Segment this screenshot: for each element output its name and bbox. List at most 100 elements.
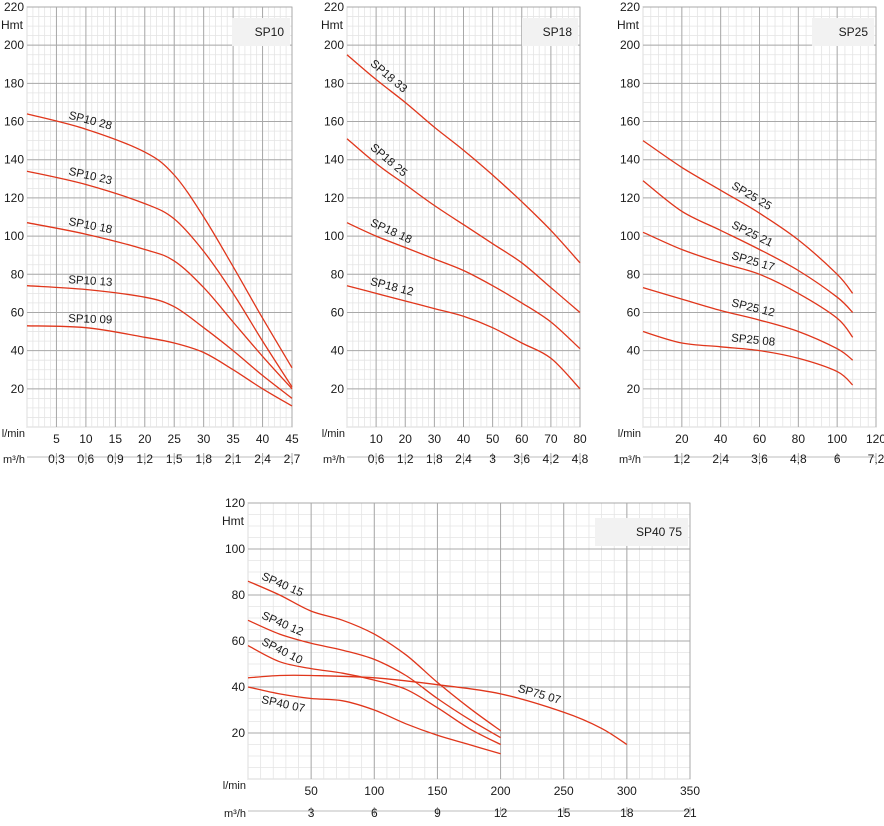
y-tick-label: 40 [11, 344, 25, 358]
x2-tick-label: 12 [494, 806, 508, 820]
y-tick-label: 20 [232, 726, 246, 740]
y-tick-label: 40 [331, 344, 345, 358]
chart-panel-3: SP40 75 20 40 60 80 100 120 Hmt 50 100 150 200 250 30… [222, 496, 700, 820]
x2-tick-label: 9 [434, 806, 441, 820]
x2-tick-label: 1,2 [136, 452, 153, 466]
x-tick-label: 350 [680, 784, 700, 798]
x2-tick-label: 2,4 [455, 452, 472, 466]
y-tick-label: 80 [627, 267, 641, 281]
x2-axis-label: m³/h [619, 454, 641, 466]
series-line [642, 140, 854, 294]
x2-tick-label: 2,7 [284, 452, 301, 466]
y-tick-label: 40 [627, 344, 641, 358]
x2-tick-label: 1,8 [426, 452, 443, 466]
x2-tick-label: 3,6 [751, 452, 768, 466]
x-tick-label: 80 [573, 432, 587, 446]
x2-axis-label: m³/h [3, 454, 25, 466]
y-tick-label: 20 [11, 382, 25, 396]
chart-panel-1: SP18 20 40 60 80 100 120 140 160 180 200 220 Hmt 10 20… [321, 0, 589, 466]
title-box [595, 518, 688, 546]
chart-title: SP10 [255, 25, 285, 39]
y-tick-label: 80 [232, 588, 246, 602]
y-tick-label: 100 [620, 229, 640, 243]
y-tick-label: 220 [620, 0, 640, 14]
x2-axis-label: m³/h [323, 454, 345, 466]
y-tick-label: 160 [324, 115, 344, 129]
x2-tick-label: 2,1 [225, 452, 242, 466]
y-tick-label: 140 [4, 153, 24, 167]
x2-tick-label: 3,6 [513, 452, 530, 466]
x2-tick-label: 2,4 [254, 452, 271, 466]
x-tick-label: 300 [617, 784, 637, 798]
x-tick-label: 40 [714, 432, 728, 446]
x-tick-label: 40 [457, 432, 471, 446]
y-tick-label: 40 [232, 680, 246, 694]
x-tick-label: 30 [197, 432, 211, 446]
x-axis-label: l/min [2, 428, 25, 440]
series-line [346, 138, 581, 313]
series-line [26, 222, 293, 390]
x2-tick-label: 3 [489, 452, 496, 466]
y-tick-label: 200 [324, 38, 344, 52]
series-line [642, 180, 854, 313]
y-tick-label: 140 [324, 153, 344, 167]
x2-tick-label: 7,2 [868, 452, 884, 466]
x-tick-label: 80 [792, 432, 806, 446]
x-tick-label: 35 [226, 432, 240, 446]
x-tick-label: 50 [304, 784, 318, 798]
series-line [26, 325, 293, 407]
y-tick-label: 60 [627, 305, 641, 319]
y-tick-label: 20 [627, 382, 641, 396]
x-tick-label: 60 [753, 432, 767, 446]
y-tick-label: 160 [620, 115, 640, 129]
chart-title: SP40 75 [636, 525, 682, 539]
series-line [642, 231, 854, 338]
series-line [26, 170, 293, 388]
chart-title: SP18 [543, 25, 573, 39]
y-tick-label: 60 [331, 305, 345, 319]
chart-panel-2: SP25 20 40 60 80 100 120 140 160 180 200 220 Hmt 20 40… [617, 0, 884, 466]
y-tick-label: 160 [4, 115, 24, 129]
x-tick-label: 20 [399, 432, 413, 446]
series-label: SP25 08 [731, 332, 776, 348]
x2-tick-label: 0,6 [78, 452, 95, 466]
series-label: SP10 13 [68, 274, 113, 289]
series-line [346, 54, 581, 264]
y-axis-label: Hmt [321, 18, 344, 32]
series-line [247, 619, 501, 739]
y-tick-label: 20 [331, 382, 345, 396]
chart-panel-0: SP10 20 40 60 80 100 120 140 160 180 200 220 Hmt 5 10 1… [1, 0, 301, 466]
y-tick-label: 180 [620, 76, 640, 90]
x2-tick-label: 4,2 [543, 452, 560, 466]
x-tick-label: 120 [866, 432, 884, 446]
x2-tick-label: 0,6 [368, 452, 385, 466]
x-axis-label: l/min [322, 428, 345, 440]
series-line [247, 645, 501, 746]
y-tick-label: 80 [331, 267, 345, 281]
y-tick-label: 140 [620, 153, 640, 167]
x-axis-label: l/min [223, 780, 246, 792]
y-axis-label: Hmt [617, 18, 640, 32]
y-tick-label: 100 [324, 229, 344, 243]
y-tick-label: 80 [11, 267, 25, 281]
series-line [346, 285, 581, 390]
y-tick-label: 120 [4, 191, 24, 205]
y-tick-label: 200 [4, 38, 24, 52]
x2-tick-label: 0,3 [48, 452, 65, 466]
x2-tick-label: 1,2 [397, 452, 414, 466]
y-tick-label: 120 [620, 191, 640, 205]
series-line [642, 330, 854, 386]
y-tick-label: 100 [4, 229, 24, 243]
x-tick-label: 5 [53, 432, 60, 446]
series-line [26, 113, 293, 369]
x-tick-label: 150 [427, 784, 447, 798]
x2-tick-label: 6 [371, 806, 378, 820]
x2-tick-label: 0,9 [107, 452, 124, 466]
y-tick-label: 100 [225, 542, 245, 556]
y-tick-label: 220 [324, 0, 344, 14]
series-line [247, 580, 501, 732]
x2-tick-label: 15 [557, 806, 571, 820]
x2-tick-label: 1,2 [673, 452, 690, 466]
x2-tick-label: 18 [620, 806, 634, 820]
y-axis-label: Hmt [222, 514, 245, 528]
